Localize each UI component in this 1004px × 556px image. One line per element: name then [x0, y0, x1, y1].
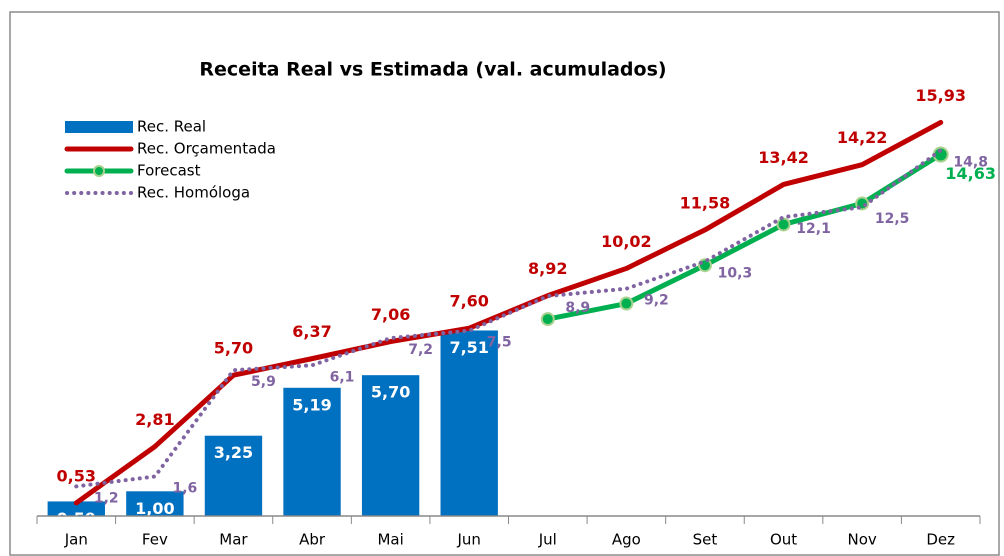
x-tick-label: Out — [770, 531, 797, 549]
line-value-label: 10,3 — [718, 266, 753, 282]
x-tick-label: Abr — [299, 531, 326, 549]
bar-value-label: 5,70 — [371, 383, 410, 402]
line-value-label: 7,60 — [449, 292, 488, 311]
line-value-label: 0,53 — [57, 466, 96, 485]
line-value-label: 11,58 — [680, 193, 731, 212]
line-marker — [776, 217, 791, 232]
bar — [204, 435, 263, 516]
bar-value-label: 5,19 — [292, 395, 331, 414]
legend-label: Forecast — [137, 162, 201, 180]
legend-label: Rec. Homóloga — [137, 184, 250, 202]
line-value-label: 9,2 — [644, 293, 669, 309]
x-tick-label: Ago — [612, 531, 641, 549]
legend-label: Rec. Orçamentada — [137, 140, 276, 158]
x-tick-label: Mar — [219, 531, 248, 549]
line-value-label: 12,1 — [796, 221, 831, 237]
line-value-label: 8,9 — [565, 300, 590, 316]
line-value-label: 7,2 — [408, 342, 433, 358]
line-value-label: 2,81 — [135, 410, 174, 429]
bar — [47, 501, 105, 516]
x-tick-label: Jun — [456, 531, 480, 549]
x-tick-label: Dez — [926, 531, 955, 549]
line-value-label: 8,92 — [528, 259, 567, 278]
bar-value-label: 0,59 — [57, 509, 96, 528]
line-value-label: 14,63 — [945, 164, 996, 183]
line-value-label: 12,5 — [875, 211, 910, 227]
line-value-label: 7,06 — [371, 305, 410, 324]
legend-marker — [93, 165, 105, 177]
bar-value-label: 7,51 — [449, 338, 488, 357]
line-marker — [619, 296, 634, 311]
bar — [440, 330, 498, 516]
line-value-label: 10,02 — [601, 232, 652, 251]
line-value-label: 14,8 — [953, 154, 988, 170]
line-value-label: 1,2 — [94, 490, 119, 506]
line-value-label: 5,70 — [214, 339, 253, 358]
x-tick-label: Fev — [142, 531, 168, 549]
bar-value-label: 3,25 — [214, 443, 253, 462]
chart-title: Receita Real vs Estimada (val. acumulado… — [199, 59, 666, 81]
x-tick-label: Set — [693, 531, 718, 549]
bar — [361, 375, 420, 516]
x-tick-label: Jul — [538, 531, 557, 549]
line-value-label: 5,9 — [251, 374, 276, 390]
line-marker — [540, 312, 555, 327]
line-value-label: 7,5 — [487, 335, 512, 351]
line-value-label: 1,6 — [172, 480, 197, 496]
chart-border — [9, 11, 1000, 556]
x-tick-label: Jan — [64, 531, 88, 549]
bar — [126, 491, 184, 516]
x-tick-label: Mai — [377, 531, 403, 549]
line-value-label: 6,1 — [330, 369, 355, 385]
line-series — [74, 148, 943, 489]
bar — [283, 387, 341, 516]
x-tick-label: Nov — [847, 531, 876, 549]
line-value-label: 15,93 — [915, 86, 966, 105]
legend-label: Rec. Real — [137, 118, 206, 136]
line-value-label: 13,42 — [758, 148, 809, 167]
line-value-label: 14,22 — [837, 128, 888, 147]
legend-swatch — [65, 121, 133, 133]
line-value-label: 6,37 — [292, 322, 331, 341]
bar-value-label: 1,00 — [135, 499, 174, 518]
